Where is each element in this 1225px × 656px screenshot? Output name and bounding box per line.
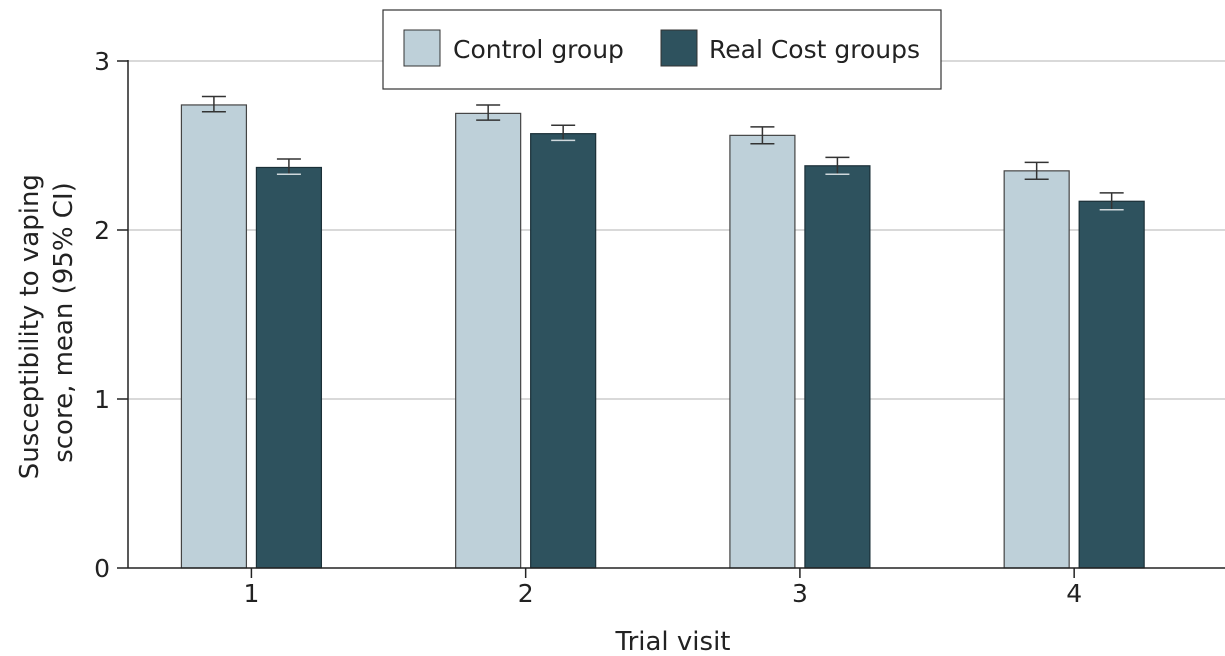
legend-swatch-real-cost-groups <box>660 29 698 67</box>
y-tick-label: 0 <box>94 554 110 583</box>
x-tick-label: 4 <box>1066 579 1082 608</box>
bar-control-group <box>1003 170 1070 569</box>
y-axis-title-line-1: Susceptibility to vaping <box>15 174 45 479</box>
bars <box>180 95 1145 569</box>
y-axis-title-line-2: score, mean (95% CI) <box>49 182 79 463</box>
x-tick-label: 1 <box>243 579 259 608</box>
bar-real-cost-groups <box>804 165 871 569</box>
axes: 0 1 2 3 1 2 3 4 <box>94 47 1225 608</box>
y-axis-title: Susceptibility to vaping score, mean (95… <box>15 166 79 479</box>
legend-swatch-control-group <box>403 29 441 67</box>
bar-real-cost-groups <box>1078 200 1145 569</box>
legend: Control group Real Cost groups <box>382 9 942 90</box>
legend-label-real-cost-groups: Real Cost groups <box>709 35 920 64</box>
x-tick-label: 2 <box>518 579 534 608</box>
bar-real-cost-groups <box>255 166 323 569</box>
bar-control-group <box>455 112 522 569</box>
legend-label-control-group: Control group <box>453 35 624 64</box>
y-tick-label: 1 <box>94 385 110 414</box>
bar-control-group <box>180 104 248 569</box>
y-tick-label: 3 <box>94 47 110 76</box>
bar-real-cost-groups <box>530 133 597 569</box>
bar-control-group <box>729 134 796 569</box>
x-tick-label: 3 <box>792 579 808 608</box>
y-tick-label: 2 <box>94 216 110 245</box>
x-axis-title: Trial visit <box>615 627 731 656</box>
